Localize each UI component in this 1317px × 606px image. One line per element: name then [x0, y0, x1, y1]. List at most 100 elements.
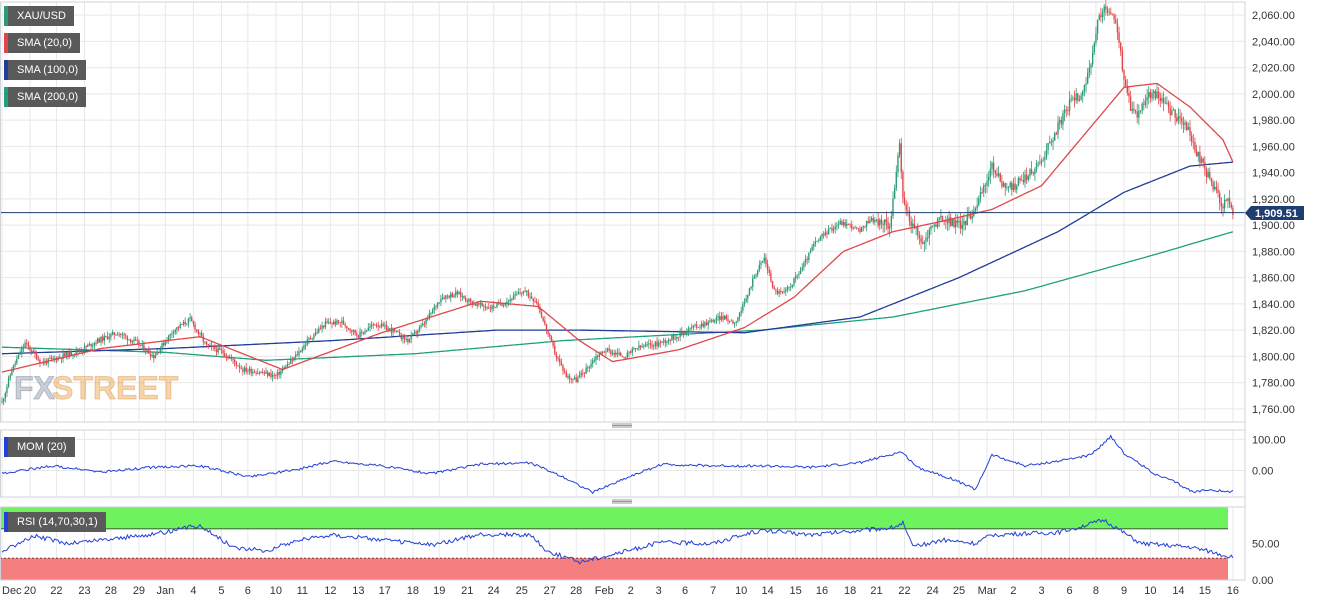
candle-body — [1090, 64, 1092, 68]
candle-body — [733, 322, 736, 324]
candle-body — [1166, 102, 1168, 104]
candle-body — [913, 223, 916, 229]
candle-body — [951, 218, 954, 227]
candle-body — [809, 250, 812, 253]
candle-body — [311, 338, 313, 340]
candle-body — [550, 336, 553, 341]
legend-sma100-swatch — [4, 60, 8, 80]
candle-body — [514, 294, 516, 296]
watermark-fx: FX — [14, 370, 56, 406]
candle-body — [516, 293, 518, 295]
candle-body — [1225, 199, 1227, 201]
candle-body — [1227, 198, 1229, 201]
candle-body — [839, 221, 841, 225]
candle-body — [194, 324, 196, 330]
candle-body — [1169, 107, 1171, 115]
candle-body — [336, 320, 338, 325]
legend-sma100-label: SMA (100,0) — [17, 64, 79, 76]
x-tick-label: 10 — [735, 585, 747, 597]
panel-splitters[interactable] — [612, 423, 632, 504]
candle-body — [1087, 72, 1089, 84]
candle-body — [831, 227, 833, 231]
candle-body — [369, 326, 371, 328]
candle-body — [956, 220, 959, 223]
candle-body — [199, 332, 201, 334]
sma200-path — [2, 231, 1234, 361]
candle-body — [1037, 162, 1039, 164]
candle-body — [926, 237, 929, 239]
candle-body — [856, 227, 858, 229]
candle-body — [1024, 174, 1026, 183]
x-tick-label: 13 — [352, 585, 364, 597]
candle-body — [1212, 182, 1214, 190]
candle-body — [105, 335, 107, 337]
legend-xauusd[interactable]: XAU/USD — [4, 6, 74, 26]
candle-body — [644, 344, 647, 347]
candle-body — [611, 352, 614, 355]
candle-body — [337, 320, 340, 323]
candle-body — [577, 377, 579, 383]
candle-body — [583, 372, 586, 374]
candle-body — [242, 368, 244, 372]
candle-body — [616, 352, 619, 355]
legend-sma20[interactable]: SMA (20,0) — [4, 33, 81, 53]
candle-body — [181, 324, 183, 326]
candle-body — [773, 287, 775, 290]
candle-body — [67, 352, 69, 357]
candle-body — [443, 297, 445, 299]
candle-body — [565, 372, 567, 378]
legend-rsi[interactable]: RSI (14,70,30,1) — [4, 512, 106, 532]
candle-body — [737, 317, 739, 322]
candle-body — [392, 329, 394, 333]
candle-body — [763, 257, 765, 261]
x-tick-label: 2 — [628, 585, 634, 597]
candle-body — [50, 357, 53, 359]
price-tick-label: 2,020.00 — [1252, 63, 1295, 75]
candle-body — [649, 343, 652, 345]
candle-body — [265, 371, 267, 374]
candle-body — [935, 224, 937, 227]
current-price-tag-text: 1,909.51 — [1255, 208, 1298, 220]
candle-body — [257, 372, 259, 374]
candle-body — [1189, 127, 1191, 136]
candle-body — [605, 351, 607, 353]
candle-body — [661, 341, 663, 344]
candle-body — [889, 226, 891, 229]
candle-body — [695, 324, 698, 328]
candle-body — [651, 344, 653, 347]
candle-body — [672, 335, 675, 340]
candle-body — [1113, 15, 1115, 20]
candle-body — [1083, 85, 1086, 91]
candle-body — [146, 349, 148, 352]
candle-body — [1095, 33, 1097, 44]
candle-body — [1040, 160, 1043, 163]
candle-body — [955, 220, 957, 228]
legend-sma200[interactable]: SMA (200,0) — [4, 87, 87, 107]
candle-body — [37, 359, 39, 361]
candle-body — [501, 304, 503, 306]
candle-body — [755, 274, 757, 277]
candle-body — [1159, 97, 1161, 102]
candle-body — [870, 218, 873, 221]
candle-body — [405, 338, 407, 340]
candle-body — [1128, 92, 1130, 97]
candle-body — [1050, 141, 1053, 143]
candle-body — [1027, 176, 1029, 180]
candle-body — [692, 325, 695, 328]
candle-body — [928, 229, 930, 239]
candle-body — [26, 342, 28, 344]
x-tick-label: 2 — [1010, 585, 1016, 597]
legend-sma100[interactable]: SMA (100,0) — [4, 60, 87, 80]
legend-mom[interactable]: MOM (20) — [4, 437, 75, 457]
candle-body — [994, 171, 996, 174]
candle-body — [441, 297, 444, 299]
price-tick-label: 1,800.00 — [1252, 351, 1295, 363]
candle-body — [988, 176, 990, 181]
x-tick-label: 27 — [544, 585, 556, 597]
candle-body — [298, 351, 300, 356]
x-tick-label: 5 — [218, 585, 224, 597]
candle-body — [679, 331, 681, 338]
rsi-path — [1, 518, 1234, 565]
candle-body — [210, 345, 213, 347]
candle-body — [464, 298, 467, 301]
